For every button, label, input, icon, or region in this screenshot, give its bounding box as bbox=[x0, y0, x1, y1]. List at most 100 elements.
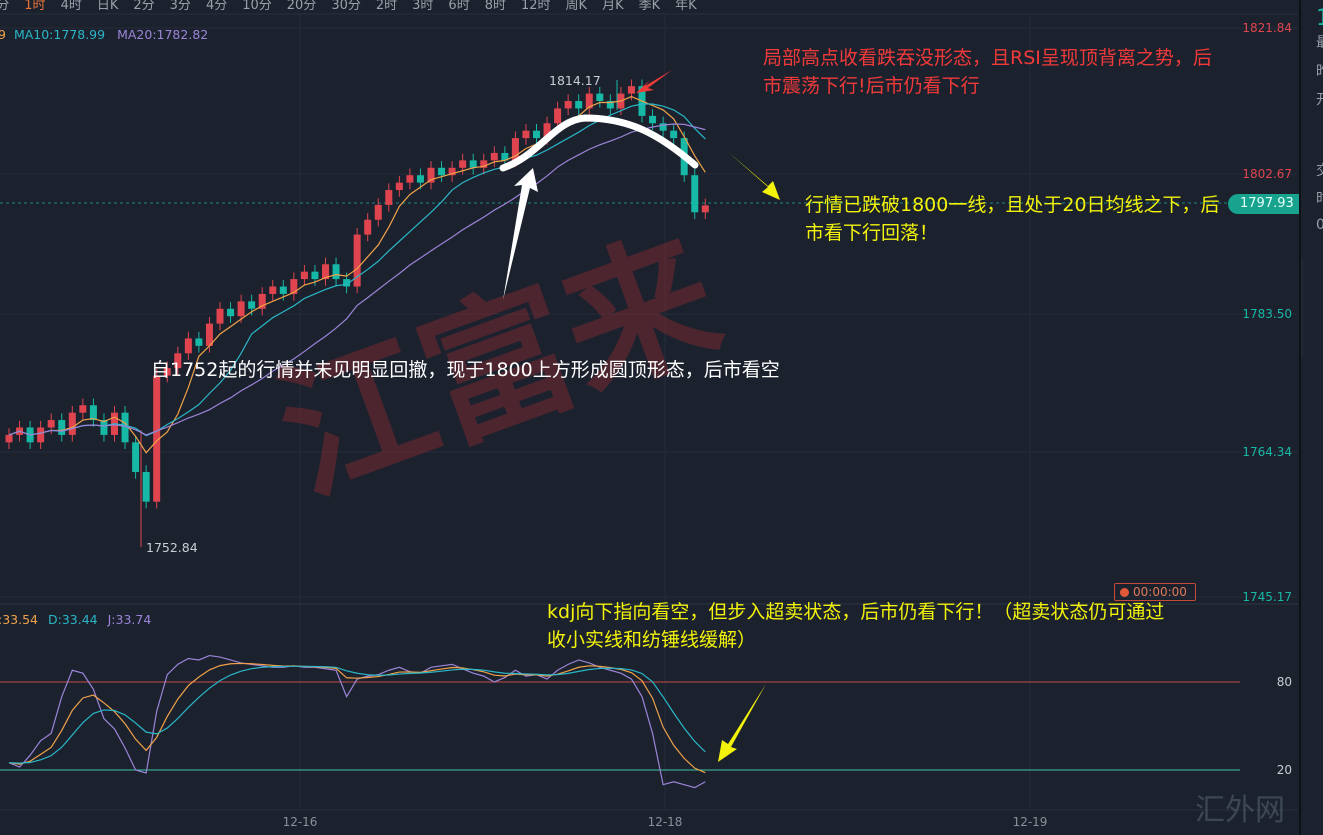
candle bbox=[132, 435, 140, 479]
countdown-badge: 00:00:00 bbox=[1114, 583, 1196, 601]
timeframe-tab[interactable]: 6时 bbox=[448, 0, 470, 13]
candle bbox=[121, 405, 129, 450]
rounded-top-drawing bbox=[499, 114, 699, 172]
timeframe-tab[interactable]: 4时 bbox=[60, 0, 82, 13]
info-label: 开 bbox=[1316, 89, 1323, 109]
candle bbox=[522, 124, 530, 145]
timeframe-tab[interactable]: 3分 bbox=[0, 0, 10, 13]
candle bbox=[237, 294, 245, 323]
candle bbox=[480, 153, 488, 175]
info-label: 0 bbox=[1316, 217, 1323, 233]
y-tick-label: 1745.17 bbox=[1242, 590, 1292, 604]
timeframe-tab[interactable]: 2分 bbox=[133, 0, 155, 13]
ma10-value: MA10:1778.99 bbox=[13, 27, 106, 42]
info-label: 1 bbox=[1316, 6, 1323, 31]
candle bbox=[153, 368, 161, 509]
candle bbox=[227, 302, 235, 323]
yellow-arrow-icon bbox=[718, 684, 766, 762]
x-tick-label: 12-18 bbox=[648, 815, 683, 829]
ma20-line bbox=[8, 123, 706, 436]
timeframe-tab[interactable]: 月K bbox=[602, 0, 624, 13]
candle bbox=[416, 168, 424, 190]
candle bbox=[585, 86, 593, 116]
timeframe-tab[interactable]: 3时 bbox=[412, 0, 434, 13]
annotation-line: 局部高点收看跌吞没形态，且RSI呈现顶背离之势，后 bbox=[763, 47, 1212, 69]
ma-legend: 9 MA10:1778.99 MA20:1782.82 bbox=[0, 27, 208, 42]
kdj-tick-label: 20 bbox=[1277, 763, 1292, 777]
candle bbox=[353, 227, 361, 294]
panel-expand-chevron-icon[interactable]: › bbox=[1301, 258, 1303, 358]
timeframe-tab[interactable]: 20分 bbox=[286, 0, 317, 13]
timeframe-tab[interactable]: 30分 bbox=[331, 0, 361, 13]
timeframe-tab[interactable]: 日K bbox=[96, 0, 119, 13]
ma5-line bbox=[8, 95, 706, 454]
red-arrow-icon bbox=[636, 70, 672, 93]
high-label: 1814.17 bbox=[549, 73, 601, 88]
candle bbox=[554, 101, 562, 130]
candle bbox=[142, 465, 150, 509]
annotation-white: 自1752起的行情并未见明显回撤，现于1800上方形成圆顶形态，后市看空 bbox=[151, 359, 780, 381]
countdown-text: 00:00:00 bbox=[1133, 585, 1187, 599]
y-tick-label: 1802.67 bbox=[1242, 167, 1292, 181]
kdj-legend: :33.54 D:33.44 J:33.74 bbox=[0, 612, 151, 627]
info-label: 昨 bbox=[1316, 61, 1323, 81]
candle bbox=[448, 161, 456, 182]
ma20-value: MA20:1782.82 bbox=[117, 27, 209, 42]
candle bbox=[490, 146, 498, 168]
candle bbox=[701, 198, 709, 219]
candle bbox=[184, 331, 192, 360]
kdj-tick-label: 80 bbox=[1277, 675, 1292, 689]
white-arrow-icon bbox=[503, 168, 538, 300]
timeframe-tab[interactable]: 周K bbox=[565, 0, 588, 13]
candle bbox=[216, 302, 224, 331]
x-tick-label: 12-16 bbox=[283, 815, 318, 829]
candle bbox=[258, 287, 266, 316]
info-label: 交 bbox=[1316, 160, 1323, 180]
candle bbox=[37, 420, 45, 450]
y-tick-label: 1764.34 bbox=[1242, 445, 1292, 459]
candle bbox=[300, 264, 308, 286]
candle bbox=[385, 183, 393, 212]
k-value: :33.54 bbox=[0, 612, 38, 627]
candle bbox=[691, 168, 699, 219]
site-watermark: 汇外网 bbox=[1195, 793, 1285, 828]
candle bbox=[364, 213, 372, 242]
timeframe-tab[interactable]: 季K bbox=[638, 0, 661, 13]
timeframe-tab[interactable]: 2时 bbox=[375, 0, 398, 13]
timeframe-tab[interactable]: 年K bbox=[675, 0, 697, 13]
timeframe-tab[interactable]: 8时 bbox=[484, 0, 506, 13]
timeframe-tab[interactable]: 12时 bbox=[520, 0, 551, 13]
timeframe-tab[interactable]: 4分 bbox=[205, 0, 228, 13]
timeframe-tab[interactable]: 3分 bbox=[169, 0, 191, 13]
k-line bbox=[8, 662, 706, 774]
j-value: J:33.74 bbox=[107, 612, 152, 627]
d-line bbox=[8, 665, 706, 764]
candle bbox=[427, 161, 435, 190]
j-line bbox=[8, 654, 706, 789]
candle bbox=[332, 257, 340, 286]
info-label: 时 bbox=[1316, 188, 1323, 208]
candle bbox=[68, 405, 76, 442]
candle bbox=[533, 124, 540, 145]
annotation-mid-yellow: 行情已跌破1800一线，且处于20日均线之下，后 市看下行回落！ bbox=[805, 191, 1220, 247]
annotation-top-red: 局部高点收看跌吞没形态，且RSI呈现顶背离之势，后 市震荡下行!后市仍看下行 bbox=[763, 44, 1212, 100]
annotation-line: 市震荡下行!后市仍看下行 bbox=[763, 75, 980, 97]
timeframe-tab[interactable]: 10分 bbox=[242, 0, 272, 13]
candle bbox=[205, 316, 213, 353]
x-tick-label: 12-19 bbox=[1013, 815, 1048, 829]
candle bbox=[89, 398, 97, 427]
clock-icon bbox=[1120, 587, 1129, 597]
info-label: 最 bbox=[1316, 32, 1323, 52]
candle bbox=[438, 161, 446, 182]
timeframe-tab[interactable]: 1时 bbox=[24, 0, 46, 13]
annotation-kdj-yellow: kdj向下指向看空，但步入超卖状态，后市仍看下行！（超卖状态仍可通过 收小实线和… bbox=[547, 598, 1164, 654]
d-value: D:33.44 bbox=[47, 612, 98, 627]
candle bbox=[195, 331, 203, 353]
low-label: 1752.84 bbox=[146, 540, 198, 555]
candle bbox=[290, 272, 298, 301]
candle bbox=[5, 428, 13, 450]
candle bbox=[269, 279, 277, 301]
candle bbox=[174, 346, 182, 375]
ma5-value: 9 bbox=[0, 27, 6, 42]
